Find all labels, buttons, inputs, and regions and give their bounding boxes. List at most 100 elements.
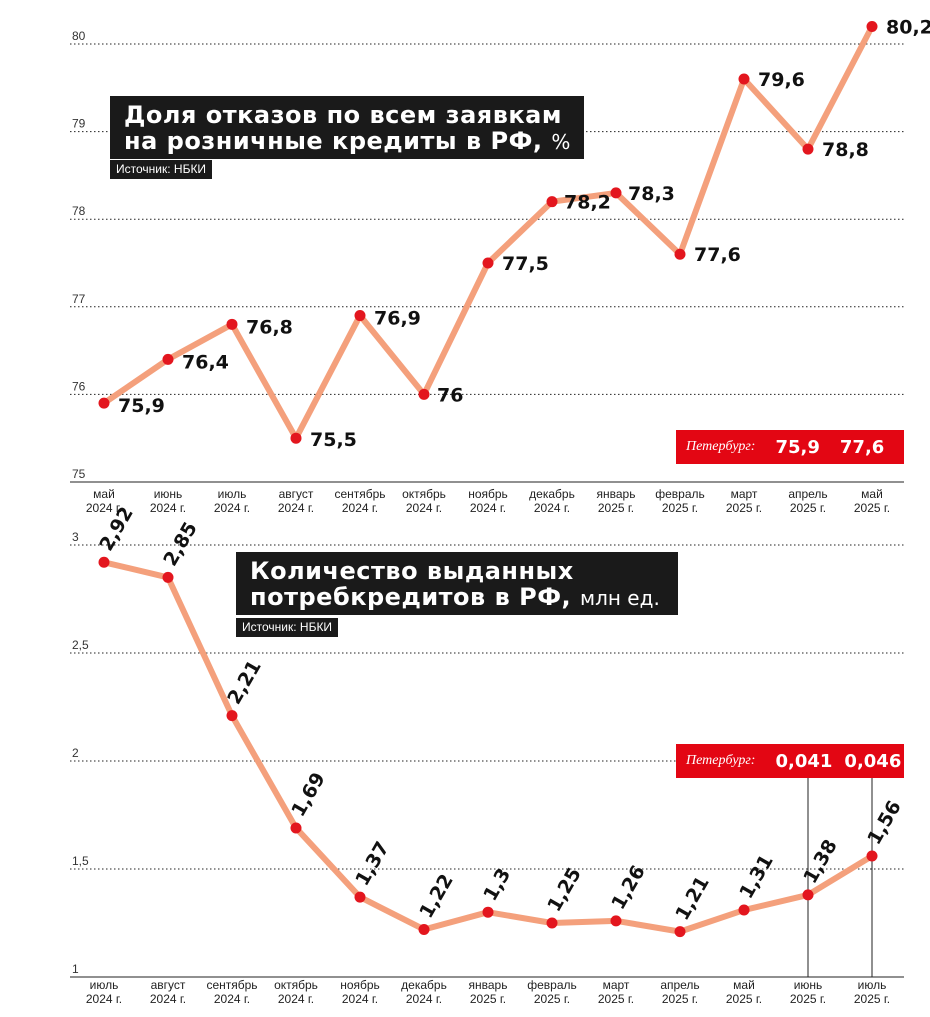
chart1-data-label: 80,2: [886, 16, 930, 38]
chart2-x-tick-month: декабрь: [401, 978, 447, 992]
chart2-x-tick-year: 2024 г.: [150, 992, 186, 1006]
chart2-x-tick-year: 2025 г.: [534, 992, 570, 1006]
chart2-x-tick-month: август: [151, 978, 186, 992]
chart1-data-point: [162, 353, 174, 365]
chart1-y-tick-label: 80: [72, 29, 86, 43]
chart2-source: Источник: НБКИ: [236, 618, 339, 637]
chart1-x-tick-year: 2025 г.: [726, 501, 762, 515]
chart1-petersburg-label: Петербург:: [686, 439, 756, 454]
chart2-data-point: [226, 710, 238, 722]
chart1-data-point: [610, 187, 622, 199]
chart2-data-label: 1,25: [543, 864, 585, 916]
chart2-data-point: [354, 891, 366, 903]
chart1-x-tick-month: ноябрь: [468, 487, 508, 501]
chart1-petersburg-value-april: 75,9: [775, 436, 820, 458]
chart2-x-tick-year: 2025 г.: [662, 992, 698, 1006]
chart2-data-point: [98, 556, 110, 568]
chart1-x-tick-month: август: [279, 487, 314, 501]
chart1-x-tick-year: 2024 г.: [470, 501, 506, 515]
chart1-x-tick-year: 2024 г.: [406, 501, 442, 515]
chart1-petersburg-box: Петербург: 75,9 77,6: [676, 430, 904, 464]
chart1-y-tick-label: 78: [72, 204, 86, 218]
chart1-data-point: [738, 73, 750, 85]
chart2-y-tick-label: 2: [72, 746, 79, 760]
chart2-petersburg-label: Петербург:: [686, 753, 756, 768]
chart1-data-point: [418, 388, 430, 400]
chart2-y-tick-label: 1: [72, 962, 79, 976]
chart2-data-point: [674, 926, 686, 938]
chart1-data-label: 78,2: [564, 192, 611, 214]
chart2-data-point: [162, 571, 174, 583]
chart2-y-tick-label: 3: [72, 530, 79, 544]
chart1-x-tick-month: март: [731, 487, 758, 501]
chart1-x-tick-month: май: [861, 487, 883, 501]
chart1-data-point: [802, 143, 814, 155]
chart2-data-label: 2,21: [223, 657, 265, 709]
chart1-petersburg-value-may: 77,6: [839, 436, 885, 458]
chart1-data-point: [482, 257, 494, 269]
chart2-data-point: [418, 923, 430, 935]
chart2-y-tick-label: 2,5: [72, 638, 89, 652]
chart1-data-point: [546, 196, 558, 208]
chart2-data-label: 1,22: [415, 870, 457, 922]
chart2-x-tick-year: 2024 г.: [406, 992, 442, 1006]
chart2-data-label: 1,56: [863, 797, 905, 849]
chart1-x-tick-month: сентябрь: [334, 487, 385, 501]
chart2-data-point: [610, 915, 622, 927]
chart1-data-label: 75,5: [310, 429, 357, 451]
chart2-petersburg-box: Петербург: 0,041 0,046: [676, 744, 904, 778]
chart1-data-label: 76: [437, 384, 463, 406]
chart1-x-tick-year: 2024 г.: [534, 501, 570, 515]
chart2-x-tick-month: сентябрь: [206, 978, 257, 992]
chart1-title-line2: на розничные кредиты в РФ, %: [124, 128, 570, 155]
chart1-title-line2-text: на розничные кредиты в РФ,: [124, 127, 543, 155]
chart2-x-tick-year: 2024 г.: [278, 992, 314, 1006]
chart2-title-unit: млн ед.: [580, 586, 660, 610]
chart2-x-tick-month: июль: [90, 978, 119, 992]
chart2-x-tick-month: апрель: [660, 978, 699, 992]
chart1-x-tick-month: май: [93, 487, 115, 501]
chart2-data-label: 1,26: [607, 862, 649, 914]
chart1-y-tick-label: 79: [72, 117, 86, 131]
chart1-x-tick-year: 2024 г.: [278, 501, 314, 515]
chart1-data-label: 78,8: [822, 139, 869, 161]
chart2-data-point: [482, 906, 494, 918]
chart1-data-label: 79,6: [758, 69, 805, 91]
chart2-x-tick-year: 2025 г.: [470, 992, 506, 1006]
chart1-x-tick-year: 2025 г.: [598, 501, 634, 515]
chart2-x-tick-year: 2025 г.: [790, 992, 826, 1006]
chart2-data-point: [738, 904, 750, 916]
chart1-data-label: 75,9: [118, 395, 165, 417]
chart2-data-label: 1,3: [479, 865, 515, 905]
chart2-x-tick-month: февраль: [527, 978, 577, 992]
chart2-x-tick-month: октябрь: [274, 978, 318, 992]
chart1-data-point: [226, 318, 238, 330]
chart1-x-tick-month: декабрь: [529, 487, 575, 501]
chart1-y-tick-label: 75: [72, 467, 86, 481]
chart1-data-label: 76,8: [246, 316, 293, 338]
chart2-petersburg-value-june: 0,041: [775, 750, 833, 772]
chart2-title-line2: потребкредитов в РФ, млн ед.: [250, 584, 660, 611]
chart1-series-line: [101, 23, 875, 442]
chart1-source: Источник: НБКИ: [110, 160, 213, 179]
chart1-data-label: 77,5: [502, 253, 549, 275]
chart2-petersburg-value-july: 0,046: [844, 750, 902, 772]
chart2-data-label: 1,21: [671, 873, 713, 925]
chart1-data-label: 78,3: [628, 183, 675, 205]
chart2-data-point: [546, 917, 558, 929]
chart1-x-tick-year: 2025 г.: [854, 501, 890, 515]
chart1-x-tick-month: январь: [597, 487, 636, 501]
chart2-x-tick-month: январь: [469, 978, 508, 992]
chart2-x-tick-month: март: [603, 978, 630, 992]
chart2-x-tick-year: 2025 г.: [598, 992, 634, 1006]
chart2-x-tick-month: июнь: [794, 978, 823, 992]
chart2-data-point: [866, 850, 878, 862]
chart2-data-point: [802, 889, 814, 901]
chart2-title-line2-text: потребкредитов в РФ,: [250, 583, 572, 611]
chart1-title-box: Доля отказов по всем заявкам на розничны…: [110, 96, 585, 159]
chart1-x-tick-month: февраль: [655, 487, 705, 501]
chart1-x-tick-year: 2024 г.: [86, 501, 122, 515]
chart1-x-tick-month: июнь: [154, 487, 183, 501]
chart1-data-point: [674, 248, 686, 260]
